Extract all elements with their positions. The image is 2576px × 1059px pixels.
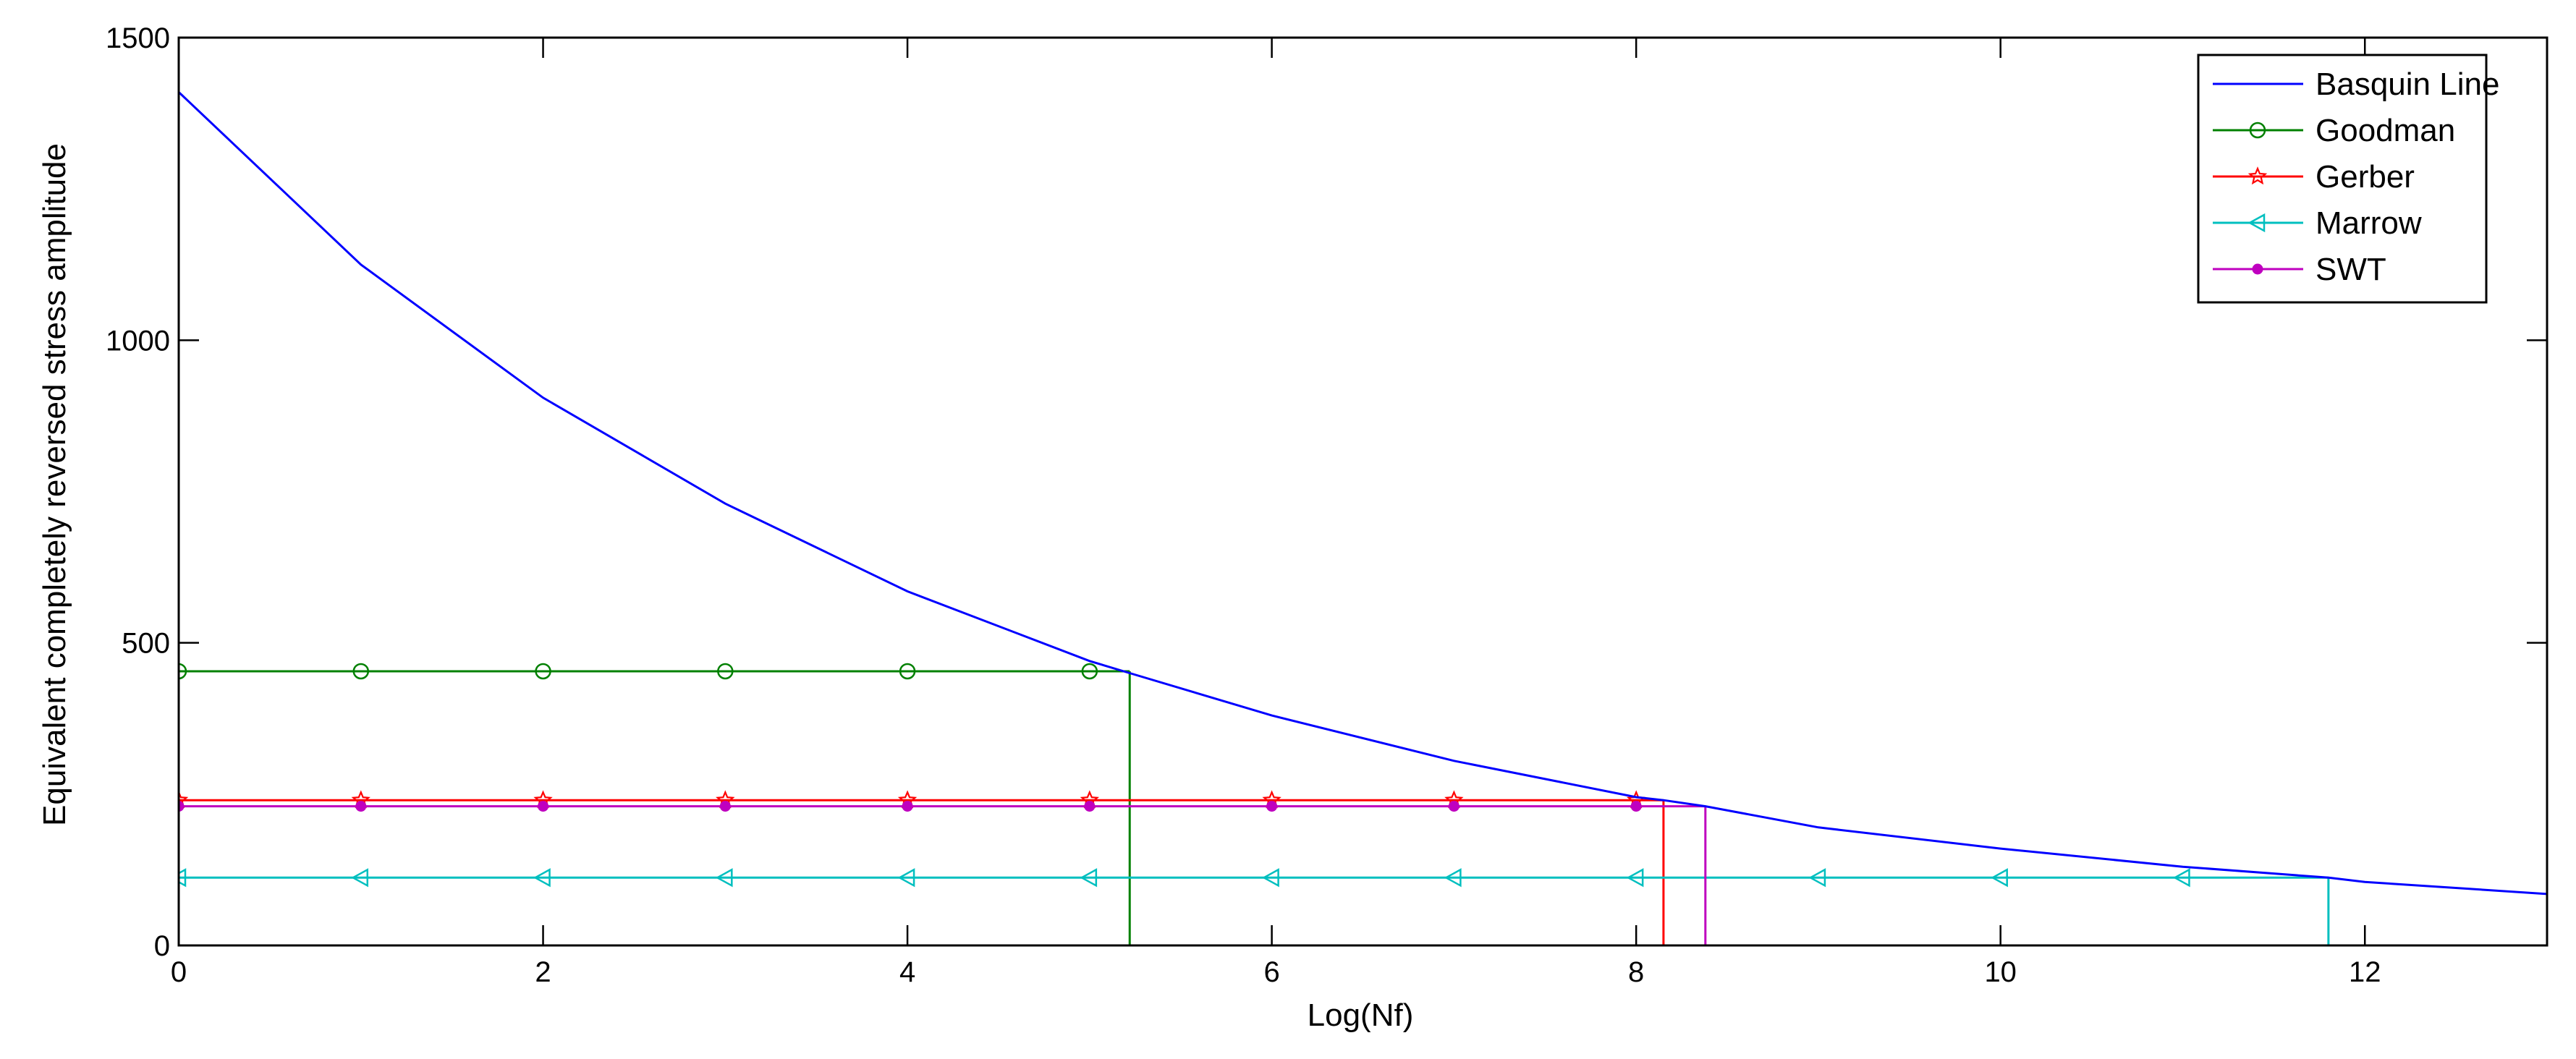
series-swt [179, 801, 1707, 945]
marker-marrow-8 [1626, 868, 1644, 888]
marker-swt-0 [179, 801, 185, 812]
x-axis-label: Log(Nf) [1308, 998, 1414, 1033]
marker-swt-2 [538, 801, 549, 812]
legend-box [2197, 54, 2488, 304]
y-tick-label-2: 1000 [106, 325, 170, 357]
series-line-basquin-line [179, 91, 2547, 896]
legend-entry-swt: SWT [2213, 252, 2386, 287]
plot-area [177, 36, 2549, 947]
marker-goodman-3 [717, 663, 734, 680]
marker-swt-6 [1266, 801, 1278, 812]
marker-swt-7 [1448, 801, 1459, 812]
legend-marker-goodman [2249, 122, 2266, 139]
marker-marrow-7 [1444, 868, 1462, 888]
marker-goodman-2 [535, 663, 551, 680]
legend-entry-marrow: Marrow [2213, 205, 2422, 241]
x-tick-label-6: 12 [2349, 956, 2381, 988]
legend-entry-gerber: Gerber [2213, 159, 2415, 195]
marker-marrow-10 [1991, 868, 2008, 888]
series-gerber [179, 790, 1665, 945]
marker-marrow-2 [533, 868, 551, 888]
marker-marrow-5 [1080, 868, 1098, 888]
marker-swt-3 [719, 801, 731, 812]
legend-marker-gerber [2247, 166, 2268, 185]
y-axis-label: Equivalent completely reversed stress am… [37, 143, 72, 826]
legend-label-goodman: Goodman [2316, 113, 2455, 148]
x-tick-label-4: 8 [1628, 956, 1644, 988]
marker-goodman-0 [179, 663, 187, 680]
legend-label-gerber: Gerber [2316, 159, 2415, 195]
x-tick-label-0: 0 [171, 956, 187, 988]
x-tick-label-3: 6 [1263, 956, 1279, 988]
series-goodman [179, 663, 1131, 945]
marker-marrow-9 [1808, 868, 1826, 888]
y-tick-label-1: 500 [122, 628, 170, 660]
marker-marrow-0 [179, 868, 187, 888]
marker-swt-8 [1630, 801, 1642, 812]
marker-marrow-6 [1262, 868, 1279, 888]
marker-goodman-4 [899, 663, 916, 680]
x-tick-label-1: 2 [535, 956, 551, 988]
marker-swt-5 [1084, 801, 1096, 812]
legend-label-marrow: Marrow [2316, 205, 2422, 241]
series-marrow [179, 868, 2330, 945]
y-tick-label-0: 0 [154, 930, 170, 962]
legend-marker-swt [2252, 263, 2263, 275]
x-tick-label-2: 4 [899, 956, 915, 988]
legend-label-basquin-line: Basquin Line [2316, 67, 2499, 102]
x-tick-label-5: 10 [1984, 956, 2017, 988]
axis-ticks: 0 2 4 6 8 10 12 0 500 1000 1500 [106, 22, 2547, 988]
legend-entry-basquin-line: Basquin Line [2213, 67, 2499, 102]
marker-swt-4 [902, 801, 913, 812]
marker-swt-1 [355, 801, 367, 812]
plot-frame [177, 36, 2549, 947]
marker-gerber-0 [179, 790, 189, 809]
marker-marrow-11 [2172, 868, 2190, 888]
series-layer [179, 91, 2547, 945]
marker-marrow-4 [897, 868, 915, 888]
marker-goodman-1 [352, 663, 370, 680]
legend-entry-goodman: Goodman [2213, 113, 2455, 148]
marker-marrow-3 [715, 868, 733, 888]
legend-label-swt: SWT [2316, 252, 2386, 287]
marker-marrow-1 [351, 868, 369, 888]
legend: Basquin Line Goodman Gerber Marrow SWT [2197, 54, 2499, 304]
y-tick-label-3: 1500 [106, 22, 170, 54]
legend-marker-marrow [2247, 213, 2266, 233]
marker-goodman-5 [1081, 663, 1098, 680]
